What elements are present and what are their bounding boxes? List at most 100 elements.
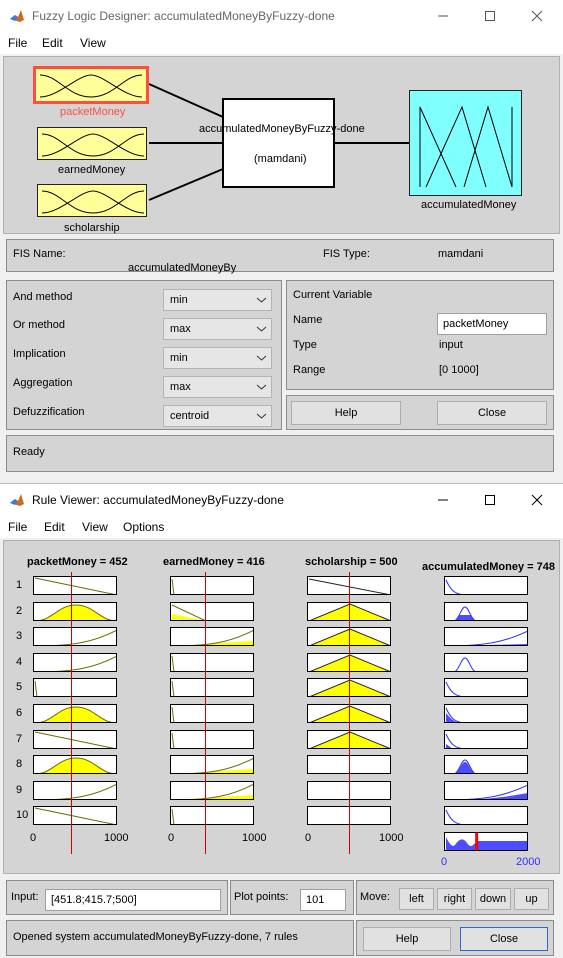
designer-help-button[interactable]: Help — [291, 401, 401, 425]
variable-range-value: [0 1000] — [439, 364, 479, 376]
designer-status-panel: Ready — [6, 435, 554, 472]
defuzzification-value: centroid — [170, 410, 210, 422]
input-panel: Input: [451.8;415.7;500] — [6, 880, 228, 915]
variable-name-label: Name — [293, 314, 323, 326]
menu-options[interactable]: Options — [123, 520, 165, 534]
maximize-button[interactable] — [467, 0, 513, 32]
move-up-button[interactable]: up — [514, 888, 549, 910]
chevron-down-icon — [256, 355, 267, 361]
viewer-titlebar[interactable]: Rule Viewer: accumulatedMoneyByFuzzy-don… — [0, 484, 563, 516]
viewer-close-button[interactable]: Close — [460, 927, 548, 951]
mf-curves-icon — [39, 74, 143, 98]
defuzzification-select[interactable]: centroid — [163, 405, 272, 427]
fis-type-label: FIS Type: — [323, 248, 370, 260]
variable-type-label: Type — [293, 339, 317, 351]
maximize-button[interactable] — [467, 484, 513, 516]
plot-points-field[interactable]: 101 — [300, 889, 346, 911]
menu-file[interactable]: File — [8, 36, 28, 50]
rule-cell-accumulatedmoney — [444, 678, 528, 697]
rule-cell-earnedmoney — [170, 704, 254, 723]
rule-cell-packetmoney — [33, 627, 117, 646]
input-packetmoney-box[interactable] — [33, 66, 149, 104]
rule-cell-earnedmoney — [170, 627, 254, 646]
axis-min-scholarship: 0 — [305, 832, 312, 844]
column-header-earnedmoney: earnedMoney = 416 — [163, 556, 265, 568]
axis-max-accumulatedmoney: 2000 — [516, 856, 541, 868]
output-label: accumulatedMoney — [421, 199, 517, 211]
input-vector-field[interactable]: [451.8;415.7;500] — [45, 889, 221, 911]
rule-cell-earnedmoney — [170, 653, 254, 672]
viewer-help-button[interactable]: Help — [363, 927, 451, 951]
rule-cell-earnedmoney — [170, 781, 254, 800]
viewer-title: Rule Viewer: accumulatedMoneyByFuzzy-don… — [32, 493, 284, 507]
current-variable-header: Current Variable — [293, 289, 373, 301]
move-left-button[interactable]: left — [399, 888, 434, 910]
axis-min-accumulatedmoney: 0 — [441, 856, 448, 868]
fis-info-panel: FIS Name: accumulatedMoneyBy FIS Type: m… — [6, 239, 554, 274]
and-method-label: And method — [13, 291, 73, 303]
rule-number: 3 — [16, 630, 23, 642]
aggregation-value: max — [170, 381, 191, 393]
rule-cell-earnedmoney — [170, 576, 254, 595]
implication-value: min — [170, 352, 188, 364]
column-header-scholarship: scholarship = 500 — [305, 556, 398, 568]
menu-edit[interactable]: Edit — [42, 36, 63, 50]
variable-type-value: input — [439, 339, 463, 351]
implication-label: Implication — [13, 348, 66, 360]
input-value-marker[interactable] — [205, 572, 206, 854]
viewer-status-text: Opened system accumulatedMoneyByFuzzy-do… — [13, 931, 298, 943]
rule-cell-earnedmoney — [170, 602, 254, 621]
system-block[interactable] — [222, 98, 335, 188]
minimize-button[interactable] — [420, 484, 466, 516]
mf-curves-icon — [41, 133, 145, 157]
rule-cell-accumulatedmoney — [444, 730, 528, 749]
close-window-button[interactable] — [514, 0, 560, 32]
aggregation-select[interactable]: max — [163, 376, 272, 398]
or-method-select[interactable]: max — [163, 318, 272, 340]
window-divider — [0, 483, 563, 484]
mf-curves-icon — [41, 190, 145, 214]
axis-max-packetmoney: 1000 — [104, 832, 129, 844]
rule-cell-accumulatedmoney — [444, 627, 528, 646]
rule-cell-accumulatedmoney — [444, 576, 528, 595]
variable-name-input[interactable]: packetMoney — [437, 313, 547, 335]
output-accumulatedmoney-box[interactable] — [409, 90, 522, 196]
input-earnedmoney-box[interactable] — [37, 127, 147, 160]
move-right-button[interactable]: right — [437, 888, 472, 910]
fis-name-value: accumulatedMoneyBy — [128, 262, 237, 274]
maximize-icon — [485, 11, 495, 21]
minimize-button[interactable] — [420, 0, 466, 32]
move-down-button[interactable]: down — [475, 888, 511, 910]
menu-view[interactable]: View — [82, 520, 108, 534]
axis-min-packetmoney: 0 — [30, 832, 37, 844]
rule-cell-packetmoney — [33, 602, 117, 621]
chevron-down-icon — [256, 384, 267, 390]
rule-cell-packetmoney — [33, 704, 117, 723]
rule-number: 9 — [16, 784, 23, 796]
matlab-icon — [10, 10, 24, 22]
close-window-button[interactable] — [514, 484, 560, 516]
rule-cell-accumulatedmoney — [444, 806, 528, 825]
menu-edit[interactable]: Edit — [44, 520, 65, 534]
system-type: (mamdani) — [254, 153, 307, 165]
axis-min-earnedmoney: 0 — [168, 832, 175, 844]
designer-titlebar[interactable]: Fuzzy Logic Designer: accumulatedMoneyBy… — [0, 0, 563, 32]
input-value-marker[interactable] — [71, 572, 72, 854]
input-value-marker[interactable] — [349, 572, 350, 854]
close-icon — [531, 10, 543, 22]
menu-view[interactable]: View — [80, 36, 106, 50]
defuzzification-label: Defuzzification — [13, 406, 85, 418]
diagram-connectors — [148, 83, 410, 201]
or-method-label: Or method — [13, 319, 65, 331]
methods-panel: And method min Or method max Implication… — [6, 280, 282, 430]
menu-file[interactable]: File — [8, 520, 28, 534]
designer-close-button[interactable]: Close — [437, 401, 547, 425]
and-method-select[interactable]: min — [163, 289, 272, 311]
rule-cell-accumulatedmoney — [444, 602, 528, 621]
rule-number: 8 — [16, 758, 23, 770]
viewer-buttons-panel: Help Close — [356, 920, 554, 956]
implication-select[interactable]: min — [163, 347, 272, 369]
minimize-icon — [438, 499, 448, 501]
input-label-scholarship: scholarship — [64, 222, 120, 234]
input-scholarship-box[interactable] — [37, 184, 147, 217]
